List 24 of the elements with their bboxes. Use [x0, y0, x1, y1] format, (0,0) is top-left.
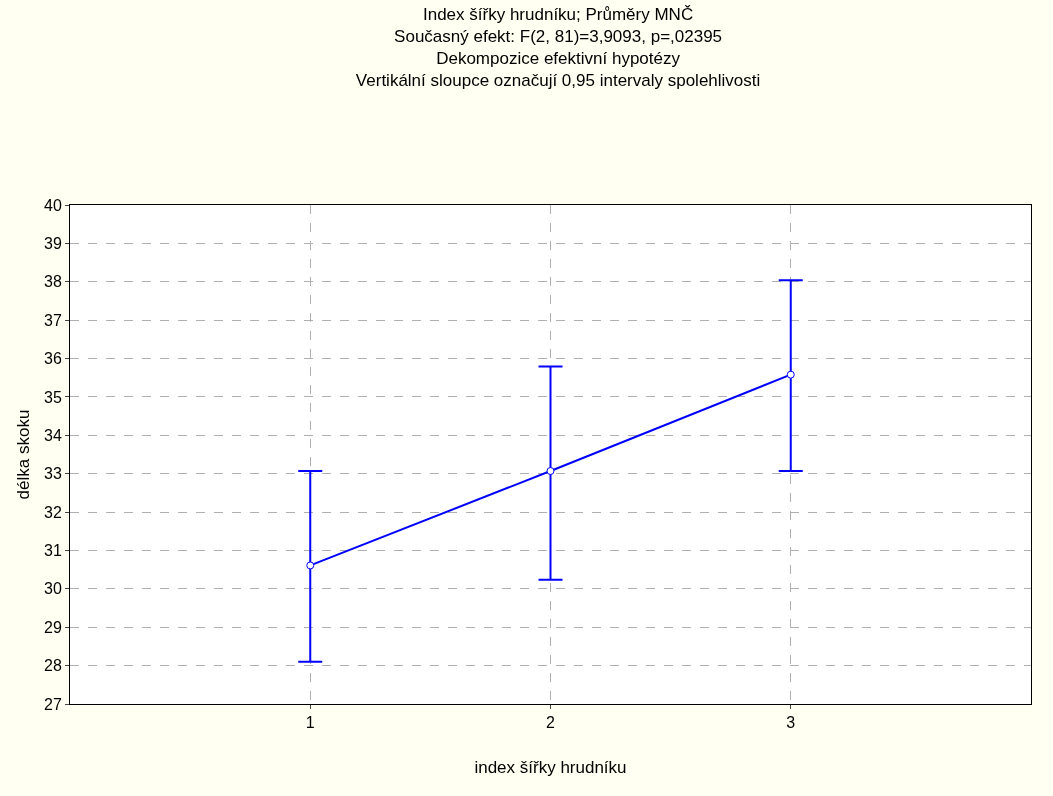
y-axis-title: délka skoku [13, 409, 33, 500]
y-tick-label: 28 [44, 657, 62, 675]
y-tick-label: 39 [44, 234, 62, 252]
x-tick-label: 3 [786, 714, 796, 732]
x-axis-title: index šířky hrudníku [474, 757, 627, 777]
point [306, 561, 315, 570]
y-tick-label: 37 [44, 311, 62, 329]
y-tick-label: 35 [44, 388, 62, 406]
x-tick-label: 2 [546, 714, 556, 732]
point [786, 370, 795, 379]
y-tick-label: 31 [44, 542, 62, 560]
y-tick-label: 36 [44, 350, 62, 368]
x-tick-label: 1 [305, 714, 315, 732]
y-tick-label: 34 [44, 426, 62, 444]
y-tick-label: 27 [44, 695, 62, 713]
y-tick-label: 29 [44, 618, 62, 636]
y-tick-label: 40 [44, 196, 62, 214]
y-tick-label: 33 [44, 465, 62, 483]
chart-title: Index šířky hrudníku; Průměry MNČ [422, 4, 694, 24]
y-tick-label: 32 [44, 503, 62, 521]
point [546, 467, 555, 476]
y-tick-label: 30 [44, 580, 62, 598]
y-tick-label: 38 [44, 273, 62, 291]
chart-subtitle: Současný efekt: F(2, 81)=3,9093, p=,02395 Dekompozice efektivní hypotézy Vertikální sloupce označují 0,95 intervaly spolehlivosti [355, 27, 761, 91]
